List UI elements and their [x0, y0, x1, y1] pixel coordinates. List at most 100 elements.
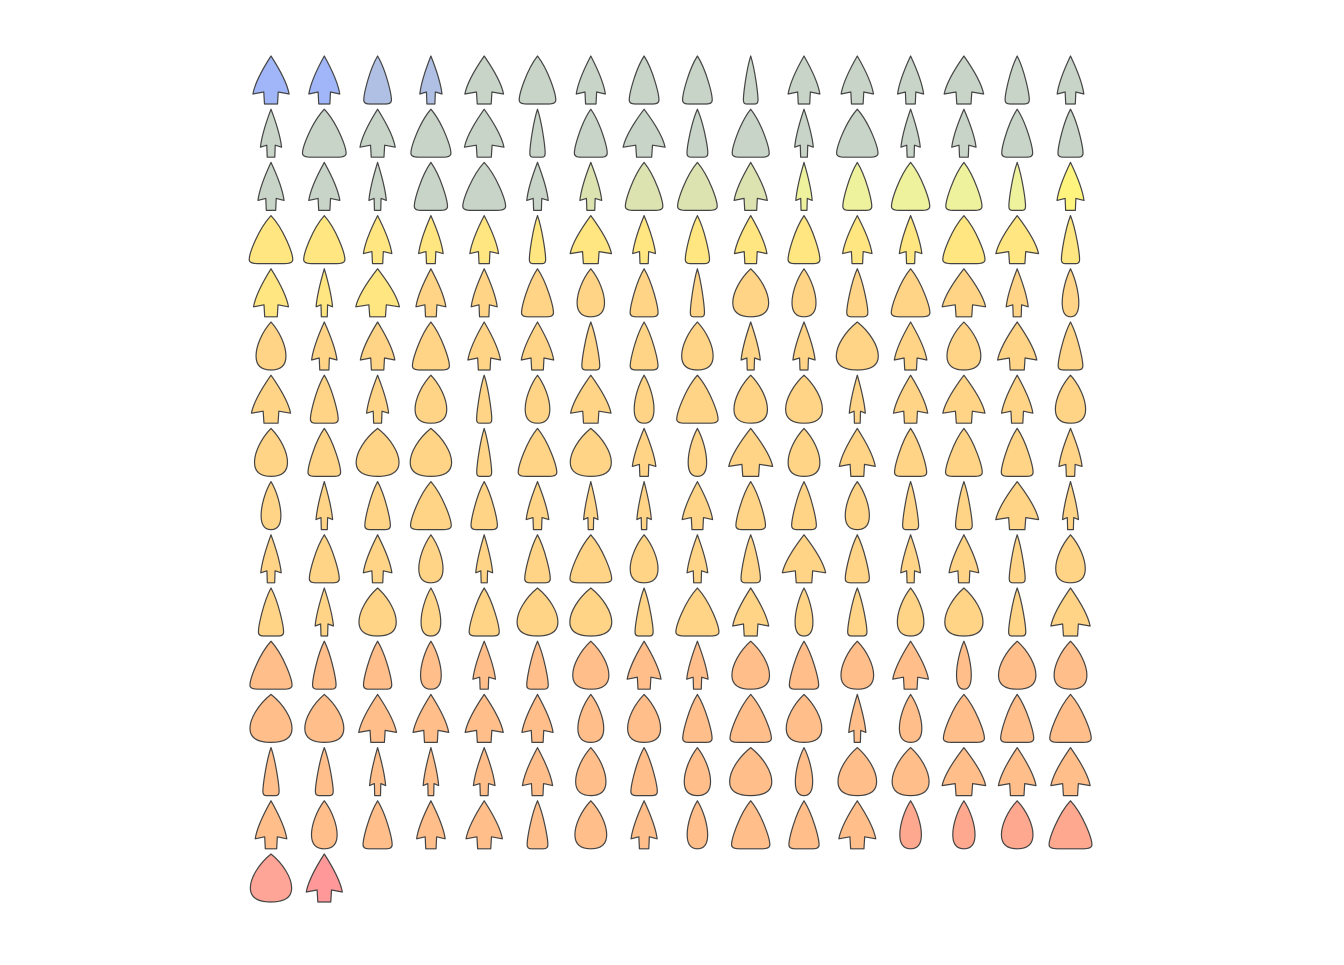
arrowhead — [840, 640, 875, 690]
arrowhead — [308, 55, 341, 105]
arrowhead — [365, 374, 390, 424]
arrowhead — [944, 427, 983, 477]
arrowhead — [794, 746, 814, 797]
arrowhead — [995, 215, 1040, 265]
arrowhead — [314, 746, 334, 797]
arrowhead — [464, 55, 505, 105]
arrowhead — [1008, 587, 1027, 637]
arrowhead — [900, 534, 922, 584]
arrowhead — [569, 427, 612, 477]
arrowhead — [469, 215, 500, 265]
arrowhead — [475, 534, 494, 584]
arrowhead — [259, 108, 283, 158]
arrowhead — [794, 108, 814, 158]
arrowhead — [732, 268, 770, 318]
arrowhead — [569, 587, 613, 637]
arrowhead — [524, 374, 551, 424]
arrowhead — [955, 640, 972, 690]
arrowhead — [742, 55, 759, 105]
arrowhead — [791, 268, 817, 318]
arrowhead — [1055, 534, 1086, 584]
arrowhead — [740, 321, 761, 371]
arrowhead — [362, 215, 393, 265]
arrowhead — [467, 321, 502, 371]
arrowhead — [675, 587, 720, 637]
arrowhead — [250, 374, 292, 424]
arrowhead — [412, 693, 450, 744]
arrowhead — [257, 587, 285, 637]
arrowhead — [892, 640, 930, 690]
arrowhead — [948, 534, 980, 584]
arrowhead — [359, 321, 396, 371]
arrowhead — [528, 215, 547, 265]
arrowhead — [942, 215, 986, 265]
arrowhead — [941, 268, 987, 318]
arrowhead — [304, 693, 345, 744]
arrowhead — [521, 693, 554, 744]
arrowhead — [1008, 161, 1027, 211]
arrowhead — [896, 587, 925, 637]
arrowhead — [463, 108, 505, 158]
arrowhead — [414, 374, 448, 424]
arrowhead — [364, 481, 391, 531]
arrowhead — [1004, 55, 1030, 105]
arrowhead — [363, 55, 393, 105]
arrowhead — [631, 427, 657, 477]
arrowhead — [890, 161, 931, 211]
arrowhead — [791, 481, 817, 531]
arrowhead — [362, 800, 393, 850]
arrowhead — [899, 800, 922, 850]
arrowhead — [788, 800, 820, 850]
arrowhead — [260, 534, 282, 584]
arrowhead — [997, 746, 1037, 797]
arrowhead — [249, 853, 293, 903]
arrowhead — [848, 693, 867, 744]
arrowhead — [627, 693, 662, 744]
arrowhead — [951, 108, 977, 158]
arrowhead — [1057, 108, 1084, 158]
arrowhead — [1056, 55, 1085, 105]
arrowhead — [837, 746, 878, 797]
arrowhead — [419, 55, 443, 105]
arrowhead — [1048, 800, 1093, 850]
arrowhead — [476, 374, 493, 424]
arrowhead — [576, 268, 606, 318]
arrowhead — [311, 321, 338, 371]
arrowhead — [1049, 693, 1092, 744]
arrowhead — [1053, 640, 1088, 690]
arrowhead — [788, 640, 820, 690]
arrowhead — [686, 108, 709, 158]
arrowhead — [409, 427, 453, 477]
arrowhead — [252, 268, 290, 318]
arrowhead — [358, 587, 397, 637]
arrowhead — [309, 374, 339, 424]
arrowhead — [892, 374, 929, 424]
arrowhead — [252, 55, 290, 105]
arrowhead — [836, 108, 879, 158]
arrowhead — [422, 746, 440, 797]
arrowhead — [891, 746, 930, 797]
arrowhead — [470, 268, 498, 318]
arrowhead — [577, 693, 605, 744]
arrowhead — [1061, 268, 1080, 318]
arrowhead — [524, 534, 551, 584]
arrowhead — [368, 161, 387, 211]
arrowhead — [686, 800, 709, 850]
arrowhead — [362, 640, 393, 690]
arrowhead — [846, 268, 869, 318]
arrowhead — [633, 374, 655, 424]
arrowhead — [1050, 746, 1091, 797]
arrowhead — [308, 161, 341, 211]
arrowhead — [636, 481, 652, 531]
arrowhead — [355, 427, 400, 477]
arrowhead — [731, 640, 771, 690]
arrowhead — [686, 640, 709, 690]
arrowhead — [517, 427, 558, 477]
arrowhead — [735, 481, 767, 531]
arrowhead — [362, 534, 393, 584]
arrowhead — [1000, 800, 1034, 850]
arrowhead — [835, 321, 879, 371]
arrowhead — [1008, 534, 1026, 584]
arrowhead — [1005, 268, 1029, 318]
